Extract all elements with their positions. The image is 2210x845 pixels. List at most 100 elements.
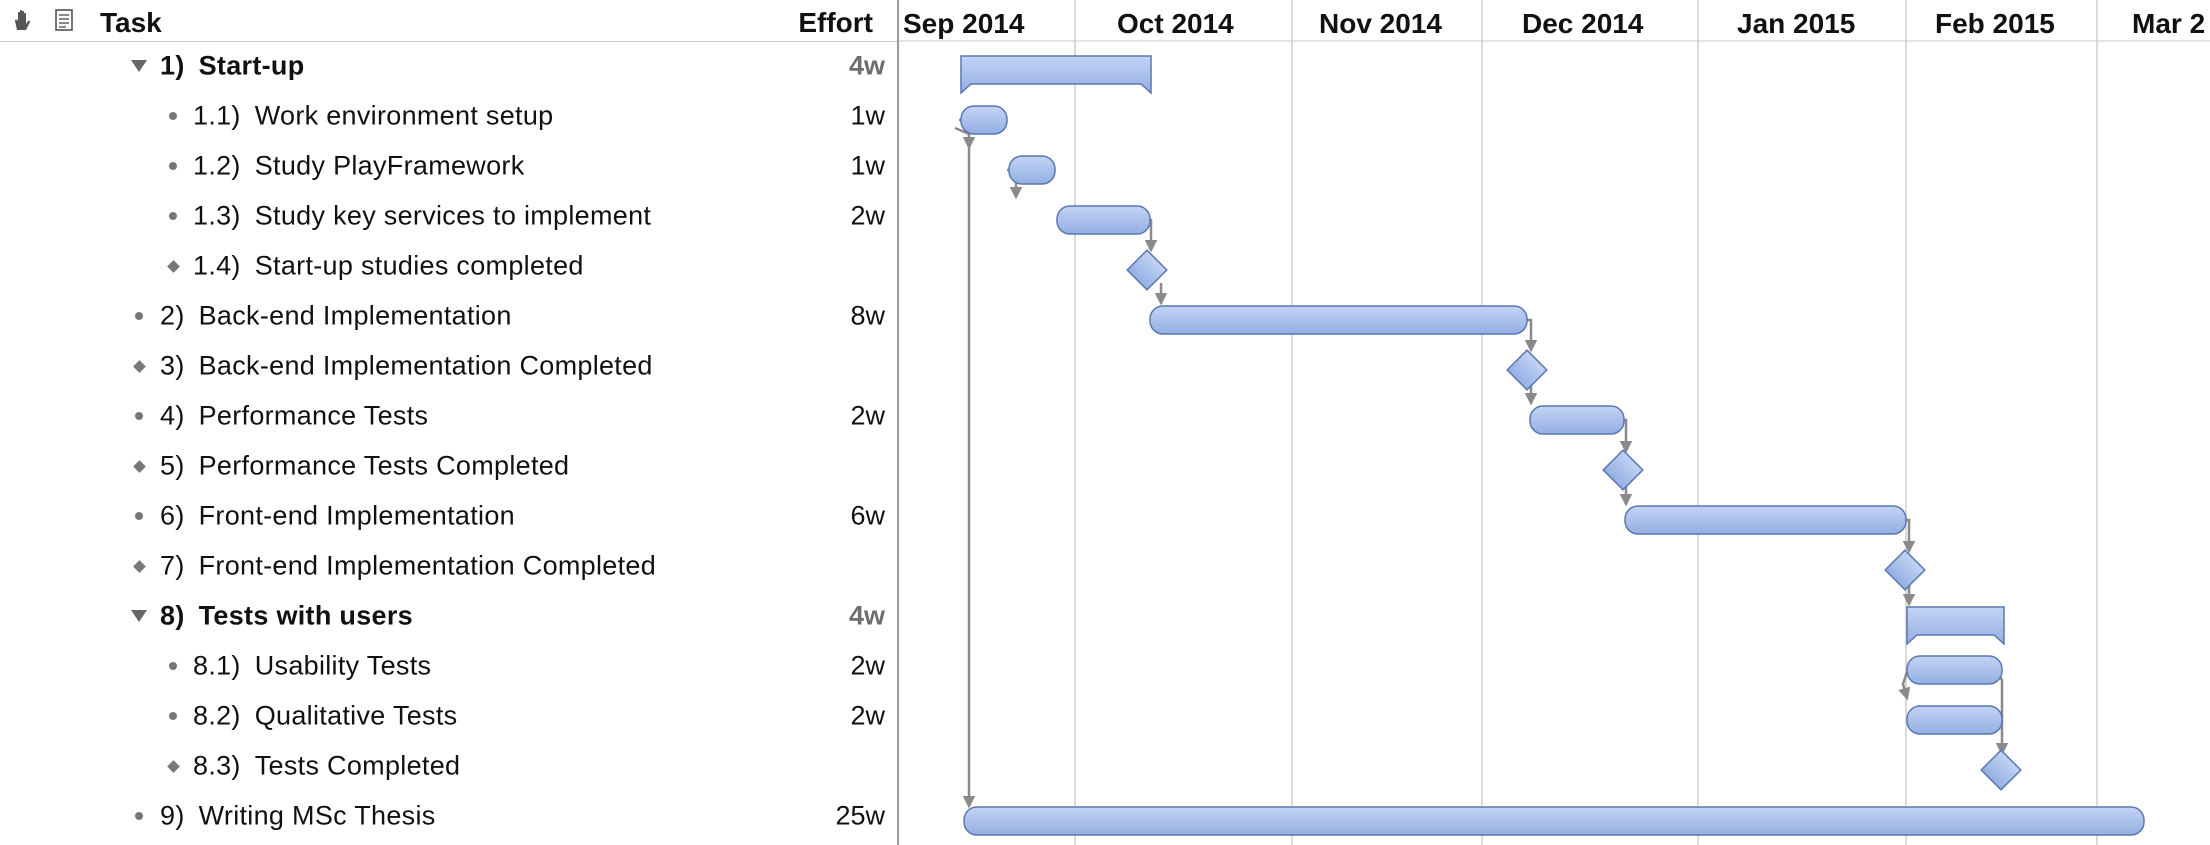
milestone-diamond-icon [128,455,150,477]
task-effort: 8w [850,300,885,331]
task-list: 1) Start-up 4w 1.1) Work environment setup… [0,41,897,841]
task-effort: 4w [848,50,885,81]
task-effort: 1w [850,100,885,131]
task-name: 9) Writing MSc Thesis [160,800,436,831]
task-row[interactable]: 7) Front-end Implementation Completed [0,541,897,591]
task-effort: 2w [850,400,885,431]
task-bar[interactable] [1906,705,2003,735]
task-row[interactable]: 1.4) Start-up studies completed [0,241,897,291]
task-bullet-icon [162,205,184,227]
task-name: 7) Front-end Implementation Completed [160,550,657,581]
task-row[interactable]: 4) Performance Tests 2w [0,391,897,441]
dependency-arrow [1898,671,1911,701]
dependency-arrow [1524,318,1538,353]
hand-icon[interactable] [11,8,35,32]
month-label: Jan 2015 [1737,8,1855,39]
task-name: 1.2) Study PlayFramework [193,150,525,181]
task-row[interactable]: 1) Start-up 4w [0,41,897,91]
task-effort: 2w [850,200,885,231]
group-bar[interactable] [960,55,1152,95]
month-label: Dec 2014 [1522,8,1644,39]
task-bullet-icon [128,305,150,327]
disclosure-triangle-icon[interactable] [128,55,150,77]
disclosure-triangle-icon[interactable] [128,605,150,627]
task-row[interactable]: 8.1) Usability Tests 2w [0,641,897,691]
task-effort: 1w [850,150,885,181]
pane-splitter[interactable] [897,0,899,845]
task-name: 8.1) Usability Tests [193,650,432,681]
task-row[interactable]: 1.1) Work environment setup 1w [0,91,897,141]
task-bullet-icon [128,805,150,827]
task-bar[interactable] [1529,405,1625,435]
task-row[interactable]: 1.2) Study PlayFramework 1w [0,141,897,191]
gantt-bars [960,55,2145,836]
task-name: 4) Performance Tests [160,400,429,431]
month-label: Sep 2014 [903,8,1025,39]
task-name: 1.3) Study key services to implement [193,200,652,231]
task-bullet-icon [162,155,184,177]
outline-header: Task Effort [0,0,897,42]
task-name: 6) Front-end Implementation [160,500,515,531]
task-bullet-icon [162,105,184,127]
gantt-chart: Sep 2014 Oct 2014 Nov 2014 Dec 2014 Jan … [899,0,2210,845]
dependency-arrow [1902,518,1916,554]
task-row[interactable]: 6) Front-end Implementation 6w [0,491,897,541]
milestone-diamond-icon [162,255,184,277]
effort-column-header[interactable]: Effort [798,7,873,38]
month-label: Oct 2014 [1117,8,1234,39]
task-name: 1.4) Start-up studies completed [193,250,584,281]
task-column-header[interactable]: Task [100,7,162,38]
milestone-diamond[interactable] [1126,249,1168,291]
task-bar[interactable] [960,105,1008,135]
task-row[interactable]: 9) Writing MSc Thesis 25w [0,791,897,841]
note-icon[interactable] [52,8,76,32]
task-bar[interactable] [963,806,2145,836]
task-effort: 6w [850,500,885,531]
task-bullet-icon [128,405,150,427]
milestone-diamond[interactable] [1506,349,1548,391]
milestone-diamond[interactable] [1980,749,2022,791]
milestone-diamond[interactable] [1884,549,1926,591]
task-name: 1) Start-up [160,50,305,81]
group-bar[interactable] [1906,606,2005,646]
task-effort: 4w [848,600,885,631]
task-name: 2) Back-end Implementation [160,300,512,331]
task-effort: 2w [850,700,885,731]
dependency-arrow [954,126,976,809]
task-row[interactable]: 2) Back-end Implementation 8w [0,291,897,341]
task-bullet-icon [162,705,184,727]
task-name: 1.1) Work environment setup [193,100,554,131]
task-row[interactable]: 1.3) Study key services to implement 2w [0,191,897,241]
milestone-diamond-icon [128,355,150,377]
task-name: 8.2) Qualitative Tests [193,700,458,731]
task-effort: 25w [835,800,885,831]
month-header: Sep 2014 Oct 2014 Nov 2014 Dec 2014 Jan … [903,8,2205,39]
task-bar[interactable] [1624,505,1907,535]
task-bar[interactable] [1056,205,1151,235]
task-bar[interactable] [1008,155,1056,185]
task-row[interactable]: 3) Back-end Implementation Completed [0,341,897,391]
milestone-diamond[interactable] [1602,449,1644,491]
task-bar[interactable] [1149,305,1528,335]
month-label: Nov 2014 [1319,8,1442,39]
milestone-diamond-icon [128,555,150,577]
task-name: 8.3) Tests Completed [193,750,461,781]
task-row[interactable]: 8.2) Qualitative Tests 2w [0,691,897,741]
task-name: 8) Tests with users [160,600,413,631]
task-name: 3) Back-end Implementation Completed [160,350,653,381]
task-bullet-icon [128,505,150,527]
task-outline-pane: Task Effort 1) Start-up 4w 1.1) Work envir… [0,0,897,845]
gantt-timeline: Sep 2014 Oct 2014 Nov 2014 Dec 2014 Jan … [899,0,2210,845]
timeline-grid [899,0,2210,845]
task-row[interactable]: 8) Tests with users 4w [0,591,897,641]
task-effort: 2w [850,650,885,681]
milestone-diamond-icon [162,755,184,777]
month-label: Feb 2015 [1935,8,2055,39]
task-row[interactable]: 5) Performance Tests Completed [0,441,897,491]
task-bar[interactable] [1906,655,2003,685]
task-name: 5) Performance Tests Completed [160,450,570,481]
task-row[interactable]: 8.3) Tests Completed [0,741,897,791]
month-label: Mar 2 [2132,8,2205,39]
task-bullet-icon [162,655,184,677]
